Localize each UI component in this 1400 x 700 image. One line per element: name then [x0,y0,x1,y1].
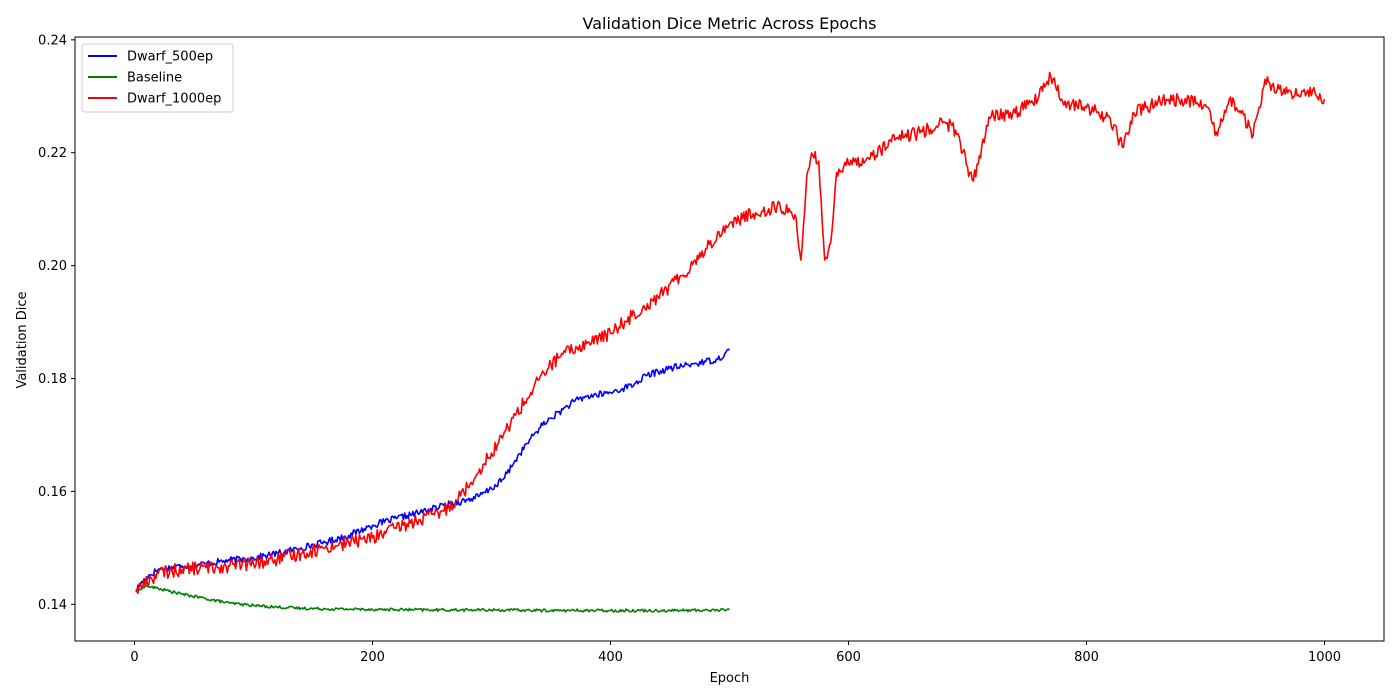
series-line-dwarf-500ep [135,348,731,592]
y-axis-title: Validation Dice [15,291,30,388]
plot-frame [74,36,1385,642]
y-tick-label: 0.22 [38,146,67,161]
x-axis-title: Epoch [710,671,750,686]
y-axis-ticks: 0.14 0.16 0.18 0.20 0.22 0.24 [38,33,75,613]
plot-area: 0 200 400 600 800 1000 0.140.160.180.200.220.… [38,33,1385,665]
x-tick-label: 1000 [1308,650,1341,665]
series-layer [135,71,1326,613]
legend-box [81,43,234,113]
x-tick-label: 800 [1074,650,1099,665]
y-tick-label: 0.18 [38,372,67,387]
legend-label: Baseline [127,71,182,86]
y-tick-label: 0.16 [38,485,67,500]
y-tick-label: 0.14 [38,598,67,613]
x-tick-label: 600 [836,650,861,665]
legend-label: Dwarf_500ep [127,50,213,65]
x-axis-ticks: 0 200 400 600 800 1000 [130,641,1341,665]
x-tick-label: 0 [130,650,138,665]
series-line-baseline [135,585,731,613]
series-line-dwarf-1000ep [135,71,1326,595]
y-tick-label: 0.20 [38,259,67,274]
legend-label: Dwarf_1000ep [127,92,221,107]
legend-items: Dwarf_500ep Baseline Dwarf_1000ep [88,50,221,107]
x-tick-label: 400 [598,650,623,665]
x-tick-label: 200 [360,650,385,665]
legend: Dwarf_500ep Baseline Dwarf_1000ep [81,43,234,113]
chart-title: Validation Dice Metric Across Epochs [583,14,877,33]
y-tick-label: 0.24 [38,33,67,48]
